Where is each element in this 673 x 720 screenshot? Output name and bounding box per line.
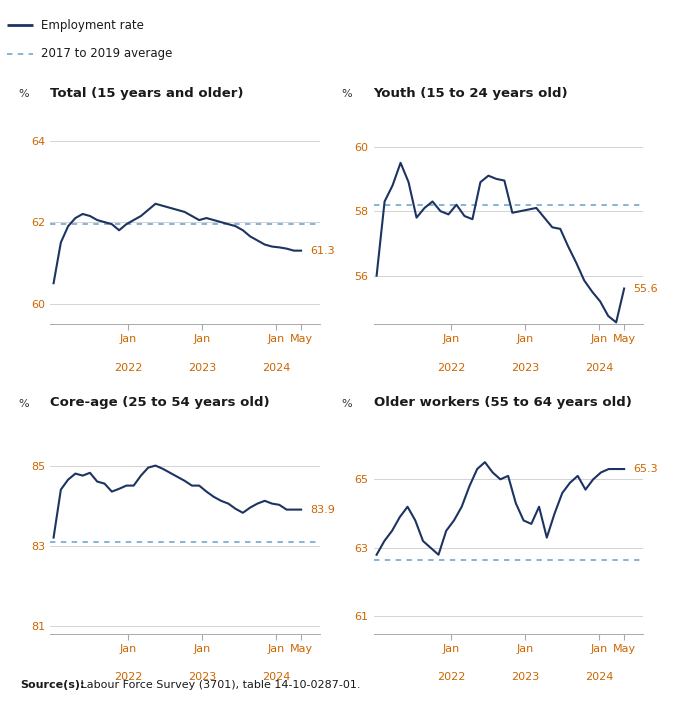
Text: Employment rate: Employment rate (41, 19, 143, 32)
Text: Total (15 years and older): Total (15 years and older) (50, 87, 244, 100)
Text: 2023: 2023 (511, 672, 539, 683)
Text: Older workers (55 to 64 years old): Older workers (55 to 64 years old) (374, 397, 631, 410)
Text: %: % (18, 399, 29, 409)
Text: 65.3: 65.3 (633, 464, 658, 474)
Text: 2022: 2022 (114, 672, 142, 683)
Text: %: % (341, 89, 352, 99)
Text: 2023: 2023 (511, 363, 539, 373)
Text: %: % (341, 399, 352, 409)
Text: 2024: 2024 (586, 363, 614, 373)
Text: 2024: 2024 (262, 672, 291, 683)
Text: 2022: 2022 (114, 363, 142, 373)
Text: 2024: 2024 (586, 672, 614, 683)
Text: Source(s):: Source(s): (20, 680, 85, 690)
Text: 2023: 2023 (188, 672, 216, 683)
Text: 2022: 2022 (437, 363, 465, 373)
Text: 61.3: 61.3 (310, 246, 335, 256)
Text: 2024: 2024 (262, 363, 291, 373)
Text: 55.6: 55.6 (633, 284, 658, 294)
Text: 2017 to 2019 average: 2017 to 2019 average (41, 48, 172, 60)
Text: Youth (15 to 24 years old): Youth (15 to 24 years old) (374, 87, 568, 100)
Text: 2022: 2022 (437, 672, 465, 683)
Text: 2023: 2023 (188, 363, 216, 373)
Text: %: % (18, 89, 29, 99)
Text: 83.9: 83.9 (310, 505, 335, 515)
Text: Core-age (25 to 54 years old): Core-age (25 to 54 years old) (50, 397, 270, 410)
Text: Labour Force Survey (3701), table 14-10-0287-01.: Labour Force Survey (3701), table 14-10-… (77, 680, 361, 690)
